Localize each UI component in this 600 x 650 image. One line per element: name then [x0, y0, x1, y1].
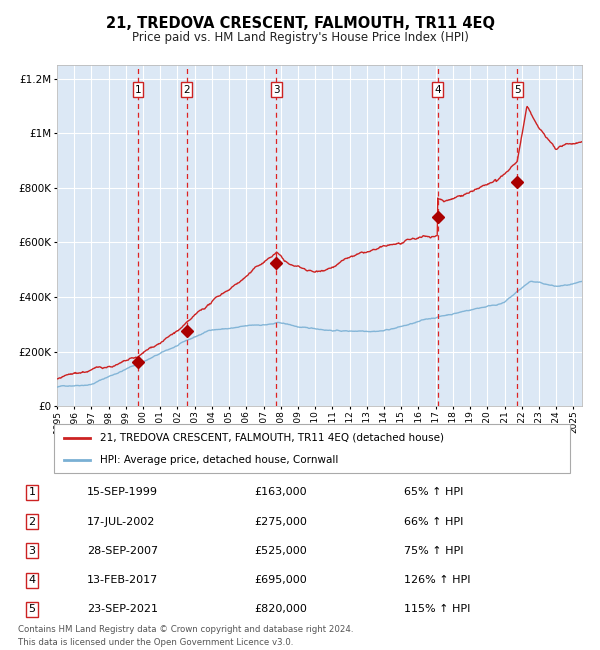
Text: £163,000: £163,000 [254, 488, 307, 497]
FancyBboxPatch shape [54, 424, 570, 473]
Text: 23-SEP-2021: 23-SEP-2021 [87, 604, 158, 614]
Text: 13-FEB-2017: 13-FEB-2017 [87, 575, 158, 585]
Text: £275,000: £275,000 [254, 517, 307, 526]
Text: Price paid vs. HM Land Registry's House Price Index (HPI): Price paid vs. HM Land Registry's House … [131, 31, 469, 44]
Text: 1: 1 [135, 84, 142, 94]
Text: 126% ↑ HPI: 126% ↑ HPI [404, 575, 470, 585]
Text: 5: 5 [514, 84, 520, 94]
Text: Contains HM Land Registry data © Crown copyright and database right 2024.
This d: Contains HM Land Registry data © Crown c… [18, 625, 353, 647]
Text: 15-SEP-1999: 15-SEP-1999 [87, 488, 158, 497]
Text: £525,000: £525,000 [254, 546, 307, 556]
Text: 21, TREDOVA CRESCENT, FALMOUTH, TR11 4EQ (detached house): 21, TREDOVA CRESCENT, FALMOUTH, TR11 4EQ… [100, 433, 445, 443]
Text: 65% ↑ HPI: 65% ↑ HPI [404, 488, 463, 497]
Text: 4: 4 [434, 84, 441, 94]
Text: 115% ↑ HPI: 115% ↑ HPI [404, 604, 470, 614]
Text: 66% ↑ HPI: 66% ↑ HPI [404, 517, 463, 526]
Text: 2: 2 [184, 84, 190, 94]
Text: 17-JUL-2002: 17-JUL-2002 [87, 517, 155, 526]
Text: HPI: Average price, detached house, Cornwall: HPI: Average price, detached house, Corn… [100, 455, 339, 465]
Text: £695,000: £695,000 [254, 575, 307, 585]
Text: 3: 3 [29, 546, 35, 556]
Text: 4: 4 [29, 575, 36, 585]
Text: 5: 5 [29, 604, 35, 614]
Text: 21, TREDOVA CRESCENT, FALMOUTH, TR11 4EQ: 21, TREDOVA CRESCENT, FALMOUTH, TR11 4EQ [106, 16, 494, 31]
Text: £820,000: £820,000 [254, 604, 307, 614]
Text: 75% ↑ HPI: 75% ↑ HPI [404, 546, 463, 556]
Text: 28-SEP-2007: 28-SEP-2007 [87, 546, 158, 556]
Text: 1: 1 [29, 488, 35, 497]
Text: 2: 2 [29, 517, 36, 526]
Text: 3: 3 [273, 84, 280, 94]
